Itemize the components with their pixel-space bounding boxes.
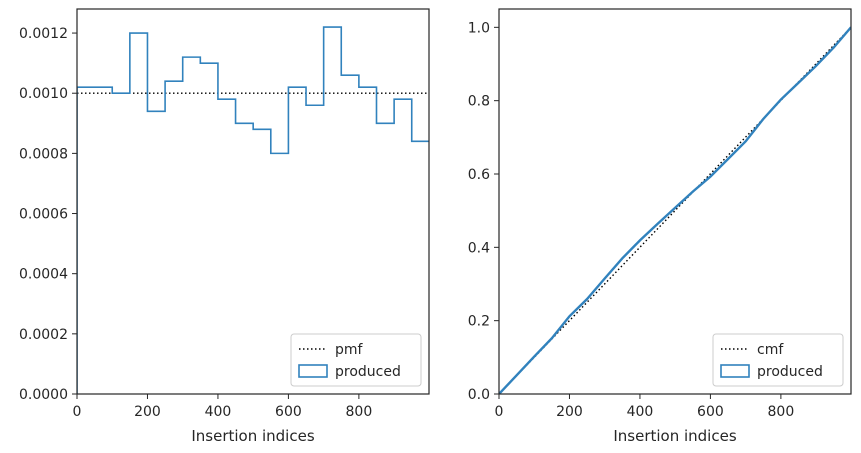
y-tick-label: 0.0012 [19, 26, 68, 42]
x-tick-label: 600 [275, 404, 302, 420]
y-tick-label: 0.0 [468, 387, 490, 403]
legend-entry: pmf [335, 342, 364, 358]
plot-area [77, 26, 429, 394]
legend-box [290, 333, 422, 387]
produced-histogram-step [77, 26, 429, 394]
x-tick-label: 400 [627, 404, 654, 420]
plot-area [499, 26, 851, 394]
legend-box [712, 333, 844, 387]
y-tick-label: 0.4 [468, 240, 490, 256]
y-tick-label: 0.0010 [19, 86, 68, 102]
produced-line [499, 26, 851, 394]
y-tick-label: 0.0002 [19, 327, 68, 343]
x-tick-label: 600 [697, 404, 724, 420]
axes-frame [498, 8, 852, 395]
axes-frame [76, 8, 430, 395]
legend-entry: cmf [757, 342, 784, 358]
x-axis-label: Insertion indices [191, 427, 314, 445]
y-tick-label: 0.6 [468, 167, 490, 183]
legend: pmf produced [290, 333, 422, 387]
legend: cmf produced [712, 333, 844, 387]
x-tick-label: 800 [346, 404, 373, 420]
legend-entry: produced [335, 364, 401, 380]
x-tick-label: 200 [134, 404, 161, 420]
x-tick-label: 200 [556, 404, 583, 420]
x-tick-label: 800 [768, 404, 795, 420]
pmf-histogram-panel: 0 200 400 600 800 0.0000 0.0002 0.0004 0.0006 0.0… [19, 8, 430, 445]
x-tick-label: 400 [205, 404, 232, 420]
y-tick-label: 1.0 [468, 20, 490, 36]
x-tick-label: 0 [73, 404, 82, 420]
legend-swatch-produced [298, 364, 328, 378]
legend-entry: produced [757, 364, 823, 380]
y-tick-label: 0.0008 [19, 146, 68, 162]
x-axis-label: Insertion indices [613, 427, 736, 445]
y-tick-label: 0.8 [468, 94, 490, 110]
y-tick-label: 0.0000 [19, 387, 68, 403]
legend-swatch-produced [720, 364, 750, 378]
x-tick-label: 0 [495, 404, 504, 420]
y-tick-label: 0.0004 [19, 267, 68, 283]
cmf-line-panel: 0 200 400 600 800 0.0 0.2 0.4 0.6 0.8 1.0 Insertion… [468, 8, 852, 445]
y-tick-label: 0.0006 [19, 207, 68, 223]
y-tick-label: 0.2 [468, 314, 490, 330]
